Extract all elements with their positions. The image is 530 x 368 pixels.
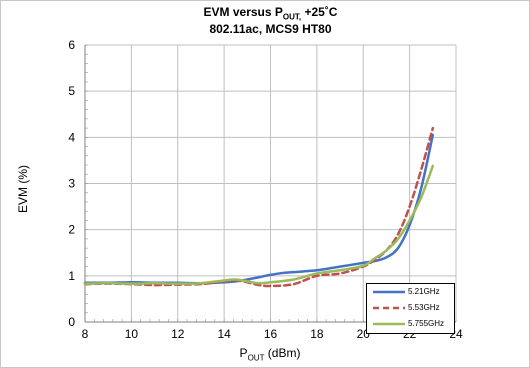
chart-title-main: EVM versus P [203,5,283,19]
x-axis-label-rest: (dBm) [264,346,301,360]
x-axis-label-sub: OUT [247,353,265,363]
series-line-5.755GHz [83,164,435,285]
x-tick-label: 12 [171,327,185,341]
x-axis-label-main: P [239,346,248,360]
x-tick-label: 16 [264,327,278,341]
chart-title-line2: 802.11ac, MCS9 HT80 [209,22,332,36]
legend-label-2: 5.53GHz [408,303,440,312]
legend: 5.21GHz 5.53GHz 5.755GHz [366,283,455,334]
legend-swatch-2 [373,306,405,310]
x-axis-label: POUT (dBm) [200,346,340,362]
y-tick-label: 0 [68,315,75,329]
y-axis-label: EVM (%) [16,165,30,213]
y-tick-label: 5 [68,84,75,98]
chart-title-line1: EVM versus POUT, +25˚C [85,4,456,25]
x-tick-label: 8 [82,327,89,341]
y-tick-label: 6 [68,38,75,52]
legend-label-3: 5.755GHz [408,319,445,328]
legend-item-2: 5.53GHz [367,300,454,316]
legend-label-1: 5.21GHz [408,287,440,296]
chart-title-rest: +25˚C [301,5,338,19]
legend-swatch-1 [373,290,405,294]
x-tick-label: 10 [125,327,139,341]
y-tick-label: 2 [68,223,75,237]
legend-item-1: 5.21GHz [367,284,454,300]
series-lines [83,126,435,288]
x-tick-label: 14 [217,327,231,341]
y-tick-label: 1 [68,269,75,283]
y-tick-label: 4 [68,130,75,144]
y-tick-label: 3 [68,177,75,191]
chart-title-sub: OUT, [282,12,302,22]
series-line-5.53GHz [83,126,435,288]
legend-swatch-3 [373,322,405,326]
legend-item-3: 5.755GHz [367,316,454,332]
x-tick-label: 18 [310,327,324,341]
